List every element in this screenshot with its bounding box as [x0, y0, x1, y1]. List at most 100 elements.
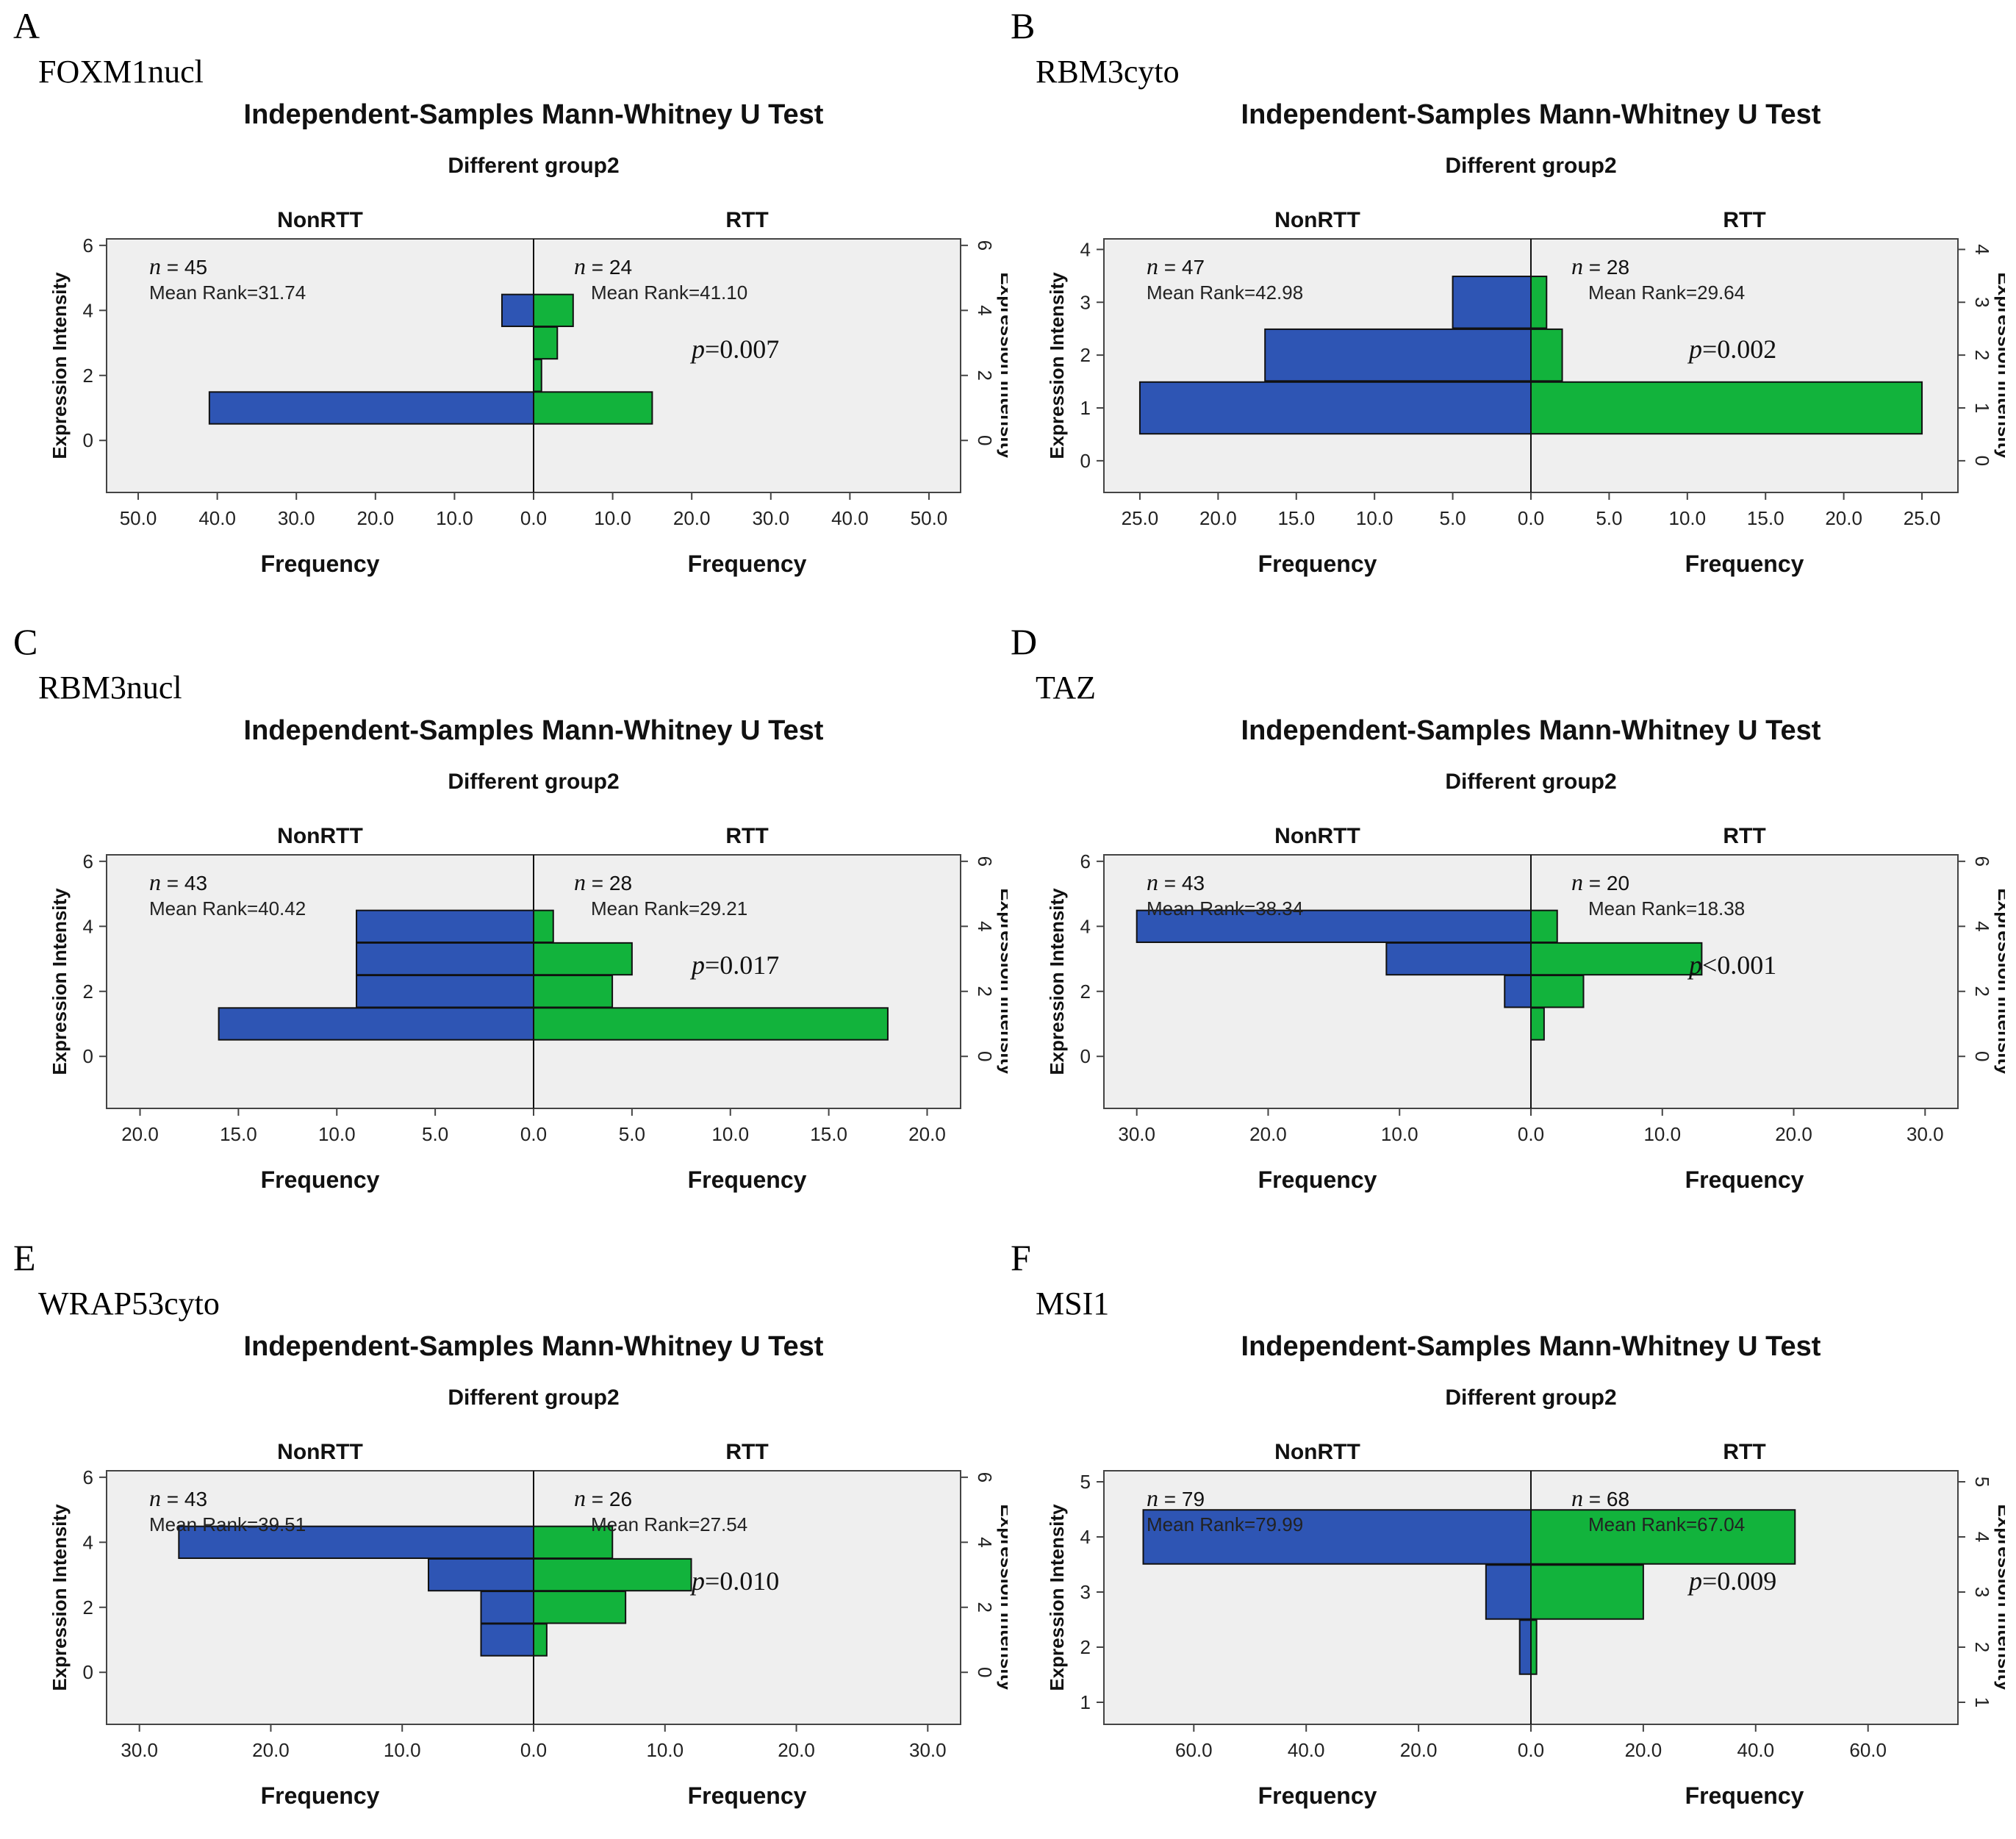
- x-tick-label: 20.0: [1249, 1123, 1287, 1145]
- y-tick-label: 6: [83, 1466, 93, 1488]
- bar-nonrtt: [1518, 1619, 1532, 1675]
- chart-e: Independent-Samples Mann-Whitney U Test D…: [49, 1331, 1008, 1809]
- y-tick-label: 6: [1080, 850, 1091, 872]
- y-tick-label: 2: [1080, 1636, 1091, 1658]
- x-tick-label: 25.0: [1122, 507, 1159, 529]
- bar-rtt: [533, 1557, 692, 1592]
- x-tick-label: 0.0: [1518, 1739, 1544, 1761]
- chart-title: Independent-Samples Mann-Whitney U Test: [1241, 715, 1821, 746]
- y-right-tick-label: 1: [1971, 1697, 1993, 1707]
- gene-label: MSI1: [1036, 1286, 1110, 1322]
- bar-nonrtt: [1142, 1509, 1532, 1565]
- y-tick-label: 1: [1080, 1691, 1091, 1713]
- panel-f: F MSI1 Independent-Samples Mann-Whitney …: [997, 1232, 2005, 1839]
- gene-label: RBM3cyto: [1036, 54, 1180, 90]
- y-tick-label: 3: [1080, 291, 1091, 313]
- y-right-tick-label: 2: [974, 986, 996, 997]
- x-tick-label: 20.0: [1199, 507, 1237, 529]
- bar-rtt: [533, 942, 633, 976]
- p-value: p=0.009: [1687, 1566, 1776, 1596]
- x-tick-label: 10.0: [711, 1123, 749, 1145]
- bar-nonrtt: [1138, 381, 1532, 435]
- bar-nonrtt: [427, 1557, 534, 1592]
- x-tick-label: 40.0: [831, 507, 869, 529]
- x-tick-label: 20.0: [1775, 1123, 1812, 1145]
- y-tick-label: 4: [83, 299, 93, 321]
- group-label-right: RTT: [1723, 824, 1765, 848]
- bar-rtt: [1530, 1509, 1796, 1565]
- x-tick-label: 0.0: [520, 1123, 547, 1145]
- y-tick-label: 2: [83, 365, 93, 387]
- x-axis-title-left: Frequency: [261, 1166, 380, 1193]
- chart-subtitle: Different group2: [1445, 154, 1616, 178]
- y-tick-label: 2: [1080, 344, 1091, 366]
- y-tick-label: 2: [1080, 981, 1091, 1003]
- mean-rank-right: Mean Rank=41.10: [591, 282, 747, 304]
- y-tick-label: 2: [83, 1596, 93, 1618]
- bar-rtt: [533, 326, 559, 360]
- x-axis-title-right: Frequency: [688, 551, 807, 577]
- x-tick-label: 10.0: [594, 507, 631, 529]
- gene-label: RBM3nucl: [38, 670, 182, 706]
- mean-rank-right: Mean Rank=67.04: [1588, 1513, 1745, 1535]
- panel-e: E WRAP53cyto Independent-Samples Mann-Wh…: [0, 1232, 1008, 1839]
- x-tick-label: 10.0: [384, 1739, 421, 1761]
- n-right-annotation: n = 68: [1571, 1485, 1629, 1511]
- p-value: p<0.001: [1687, 950, 1776, 980]
- panel-label: E: [13, 1237, 36, 1278]
- p-value: p=0.002: [1687, 334, 1776, 364]
- y-axis-title-right: Expression Intensity: [997, 1504, 1008, 1691]
- x-axis-title-left: Frequency: [1258, 1782, 1377, 1809]
- gene-label: FOXM1nucl: [38, 54, 204, 90]
- group-label-left: NonRTT: [1274, 1440, 1360, 1464]
- y-tick-label: 3: [1080, 1581, 1091, 1603]
- n-left-annotation: n = 47: [1147, 253, 1205, 279]
- n-left-annotation: n = 79: [1147, 1485, 1205, 1511]
- y-axis-title-right: Expression Intensity: [997, 272, 1008, 459]
- x-axis-title-left: Frequency: [1258, 551, 1377, 577]
- y-right-tick-label: 0: [974, 1667, 996, 1677]
- y-right-tick-label: 0: [974, 435, 996, 445]
- y-right-tick-label: 4: [974, 921, 996, 931]
- bar-nonrtt: [1504, 975, 1532, 1008]
- chart-title: Independent-Samples Mann-Whitney U Test: [244, 99, 824, 130]
- x-tick-label: 0.0: [1518, 507, 1544, 529]
- x-tick-label: 15.0: [810, 1123, 847, 1145]
- bar-rtt: [533, 293, 574, 327]
- x-tick-label: 10.0: [1356, 507, 1393, 529]
- x-axis-title-left: Frequency: [261, 551, 380, 577]
- x-tick-label: 20.0: [673, 507, 711, 529]
- bar-rtt: [1530, 942, 1703, 976]
- x-tick-label: 10.0: [436, 507, 473, 529]
- n-right-annotation: n = 20: [1571, 869, 1629, 895]
- y-axis-title-left: Expression Intensity: [49, 1504, 71, 1691]
- p-value: p=0.017: [689, 950, 779, 980]
- mean-rank-right: Mean Rank=29.64: [1588, 282, 1745, 304]
- x-tick-label: 0.0: [520, 507, 547, 529]
- x-axis-title-left: Frequency: [261, 1782, 380, 1809]
- bar-nonrtt: [480, 1591, 534, 1624]
- x-tick-label: 20.0: [908, 1123, 946, 1145]
- group-label-right: RTT: [1723, 208, 1765, 232]
- bar-nonrtt: [1264, 328, 1532, 382]
- x-tick-label: 15.0: [1277, 507, 1315, 529]
- panel-d: D TAZ Independent-Samples Mann-Whitney U…: [997, 616, 2005, 1223]
- x-tick-label: 25.0: [1904, 507, 1941, 529]
- chart-subtitle: Different group2: [448, 154, 619, 178]
- n-right-annotation: n = 28: [1571, 253, 1629, 279]
- x-tick-label: 20.0: [1625, 1739, 1662, 1761]
- mean-rank-left: Mean Rank=79.99: [1147, 1513, 1303, 1535]
- x-axis-title-right: Frequency: [1685, 1782, 1804, 1809]
- x-tick-label: 20.0: [121, 1123, 159, 1145]
- chart-f: Independent-Samples Mann-Whitney U Test D…: [1046, 1331, 2005, 1809]
- x-tick-label: 20.0: [357, 507, 395, 529]
- x-tick-label: 5.0: [1596, 507, 1622, 529]
- n-left-annotation: n = 43: [1147, 869, 1205, 895]
- x-tick-label: 20.0: [1400, 1739, 1438, 1761]
- y-tick-label: 0: [83, 1661, 93, 1683]
- y-axis-title-right: Expression Intensity: [997, 888, 1008, 1075]
- x-tick-label: 30.0: [1906, 1123, 1944, 1145]
- y-right-tick-label: 3: [1971, 1587, 1993, 1597]
- bar-nonrtt: [480, 1623, 534, 1657]
- y-axis-title-left: Expression Intensity: [1046, 272, 1068, 459]
